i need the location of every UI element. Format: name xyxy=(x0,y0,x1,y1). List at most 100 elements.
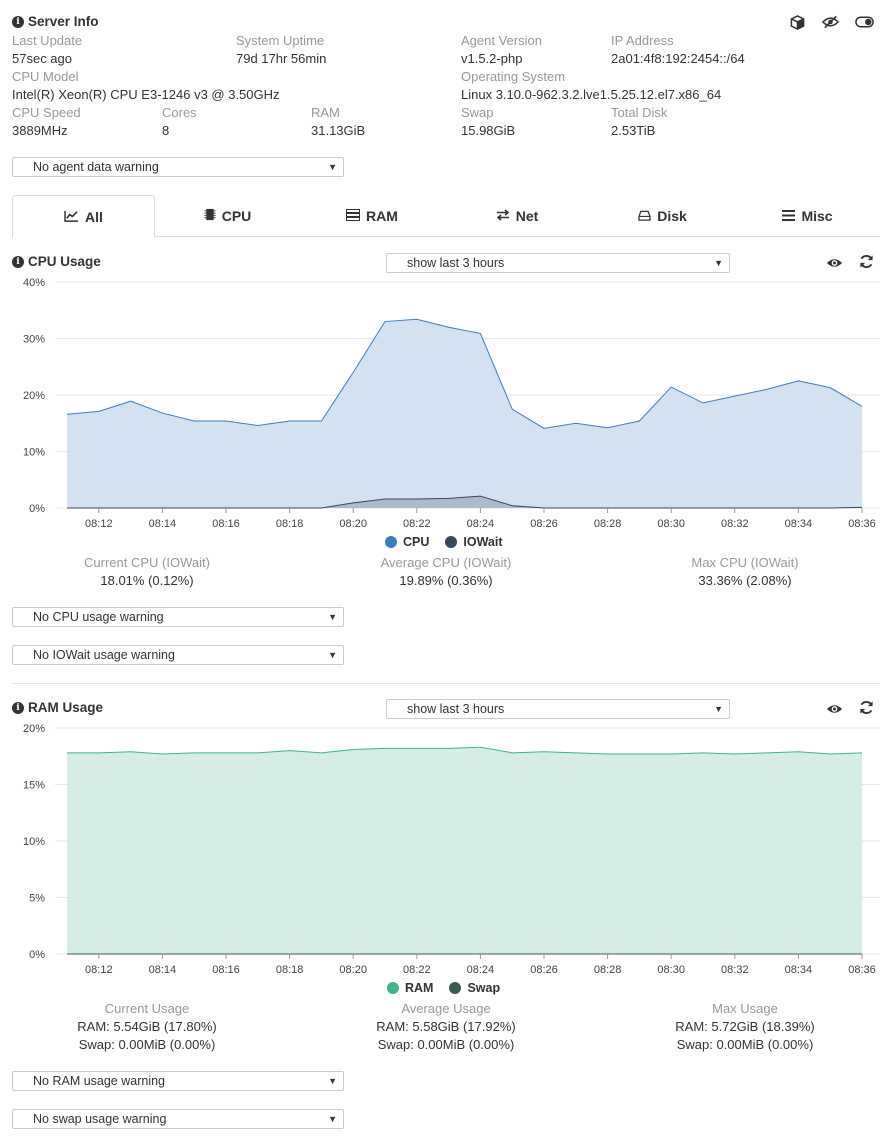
swap-value: 15.98GiB xyxy=(461,123,516,138)
swap-legend-dot xyxy=(449,982,462,994)
memory-icon xyxy=(346,208,361,224)
cpu-model-label: CPU Model xyxy=(12,69,79,84)
ram-average-ram: RAM: 5.58GiB (17.92%) xyxy=(376,1019,516,1034)
ram-x-tick-label: 08:28 xyxy=(594,964,622,976)
swap-legend-label: Swap xyxy=(467,981,501,995)
ram-average-label: Average Usage xyxy=(401,1001,491,1016)
cpu-iowait-area xyxy=(67,496,862,508)
swap-warning-select-value: No swap usage warning xyxy=(33,1112,167,1126)
eye-icon[interactable] xyxy=(825,701,843,717)
swap-warning-select[interactable]: No swap usage warning ▼ xyxy=(12,1109,344,1129)
tab-misc-label: Misc xyxy=(801,208,833,224)
cpu-x-tick-label: 08:22 xyxy=(403,518,431,530)
ram-current-swap: Swap: 0.00MiB (0.00%) xyxy=(78,1037,216,1052)
tab-net[interactable]: Net xyxy=(444,195,590,237)
iowait-warning-select-value: No IOWait usage warning xyxy=(33,648,175,662)
ram-y-tick-label: 15% xyxy=(23,780,45,792)
ram-current-stat: Current Usage RAM: 5.54GiB (17.80%) Swap… xyxy=(37,1000,257,1054)
tab-misc[interactable]: Misc xyxy=(735,195,880,237)
cpu-x-tick-label: 08:18 xyxy=(276,518,304,530)
cpu-y-tick-label: 10% xyxy=(23,447,45,459)
ram-label: RAM xyxy=(311,105,340,120)
bars-icon xyxy=(782,208,796,224)
cpu-x-tick-label: 08:16 xyxy=(212,518,240,530)
ram-value: 31.13GiB xyxy=(311,123,366,138)
ram-y-tick-label: 0% xyxy=(29,949,45,961)
ram-x-tick-label: 08:12 xyxy=(85,964,113,976)
eye-slash-icon[interactable] xyxy=(821,14,839,30)
caret-down-icon: ▼ xyxy=(328,1114,337,1124)
cpu-y-tick-label: 30% xyxy=(23,334,45,346)
cpu-x-tick-label: 08:30 xyxy=(657,518,685,530)
caret-down-icon: ▼ xyxy=(328,1076,337,1086)
cpu-speed-value: 3889MHz xyxy=(12,123,68,138)
cpu-max-label: Max CPU (IOWait) xyxy=(691,555,799,570)
ip-address-value: 2a01:4f8:192:2454::/64 xyxy=(611,51,745,66)
caret-down-icon: ▼ xyxy=(714,704,723,714)
tab-disk[interactable]: Disk xyxy=(590,195,735,237)
cpu-x-tick-label: 08:14 xyxy=(149,518,177,530)
eye-icon[interactable] xyxy=(825,255,843,271)
ram-warning-select-value: No RAM usage warning xyxy=(33,1074,166,1088)
toggle-icon[interactable] xyxy=(854,14,874,30)
server-info-title: i Server Info xyxy=(12,14,99,29)
cpu-usage-title-text: CPU Usage xyxy=(28,254,101,269)
total-disk-label: Total Disk xyxy=(611,105,668,120)
ram-legend: RAM Swap xyxy=(387,981,500,995)
ram-x-tick-label: 08:14 xyxy=(149,964,177,976)
caret-down-icon: ▼ xyxy=(328,650,337,660)
ram-max-ram: RAM: 5.72GiB (18.39%) xyxy=(675,1019,815,1034)
ram-x-tick-label: 08:16 xyxy=(212,964,240,976)
ram-x-tick-label: 08:32 xyxy=(721,964,749,976)
tab-ram-label: RAM xyxy=(366,208,398,224)
last-update-label: Last Update xyxy=(12,33,83,48)
cpu-max-stat: Max CPU (IOWait) 33.36% (2.08%) xyxy=(635,554,855,590)
ram-warning-select[interactable]: No RAM usage warning ▼ xyxy=(12,1071,344,1091)
cpu-cpu-area xyxy=(67,319,862,508)
refresh-icon[interactable] xyxy=(857,253,875,269)
ram-x-tick-label: 08:22 xyxy=(403,964,431,976)
ram-current-label: Current Usage xyxy=(104,1001,190,1016)
agent-warning-select[interactable]: No agent data warning ▼ xyxy=(12,157,344,177)
ram-usage-title-text: RAM Usage xyxy=(28,700,104,715)
ram-ram-line xyxy=(67,746,863,755)
cpu-model-value: Intel(R) Xeon(R) CPU E3-1246 v3 @ 3.50GH… xyxy=(12,87,280,102)
cpu-x-tick-label: 08:26 xyxy=(530,518,558,530)
agent-version-value: v1.5.2-php xyxy=(461,51,523,66)
tab-cpu[interactable]: CPU xyxy=(155,195,300,237)
cpu-iowait-line xyxy=(67,495,863,509)
cpu-cpu-line xyxy=(66,318,863,429)
ip-address-label: IP Address xyxy=(611,33,674,48)
ram-legend-dot xyxy=(387,982,399,994)
os-label: Operating System xyxy=(461,69,566,84)
tab-bar: All CPU RAM Net Disk Misc xyxy=(12,195,880,238)
cpu-current-label: Current CPU (IOWait) xyxy=(84,555,210,570)
cube-icon[interactable] xyxy=(788,14,806,30)
cpu-max-value: 33.36% (2.08%) xyxy=(698,573,792,588)
refresh-icon[interactable] xyxy=(857,699,875,715)
total-disk-value: 2.53TiB xyxy=(611,123,656,138)
ram-x-tick-label: 08:26 xyxy=(530,964,558,976)
cpu-usage-chart: 0% 10% 20% 30% 40% 08:12 08:14 08:16 08:18 08:20 0… xyxy=(23,277,880,530)
cpu-range-select[interactable]: show last 3 hours ▼ xyxy=(386,253,730,273)
caret-down-icon: ▼ xyxy=(714,258,723,268)
uptime-label: System Uptime xyxy=(236,33,325,48)
caret-down-icon: ▼ xyxy=(328,162,337,172)
tab-cpu-label: CPU xyxy=(221,208,252,224)
ram-usage-chart: 0% 5% 10% 15% 20% 08:12 08:14 08:16 08:18 08:20 08… xyxy=(23,723,880,976)
ram-x-tick-label: 08:30 xyxy=(657,964,685,976)
ram-y-tick-label: 10% xyxy=(23,836,45,848)
ram-x-tick-label: 08:36 xyxy=(848,964,876,976)
tab-ram[interactable]: RAM xyxy=(300,195,444,237)
ram-usage-title: i RAM Usage xyxy=(12,700,103,715)
cpu-x-tick-label: 08:24 xyxy=(467,518,495,530)
iowait-warning-select[interactable]: No IOWait usage warning ▼ xyxy=(12,645,344,665)
cpu-legend: CPU IOWait xyxy=(385,535,503,549)
tab-all-label: All xyxy=(85,208,103,225)
swap-label: Swap xyxy=(461,105,494,120)
tab-all[interactable]: All xyxy=(12,195,155,238)
info-icon: i xyxy=(12,15,24,28)
ram-range-select[interactable]: show last 3 hours ▼ xyxy=(386,699,730,719)
cpu-warning-select[interactable]: No CPU usage warning ▼ xyxy=(12,607,344,627)
cpu-legend-label: CPU xyxy=(403,535,430,549)
